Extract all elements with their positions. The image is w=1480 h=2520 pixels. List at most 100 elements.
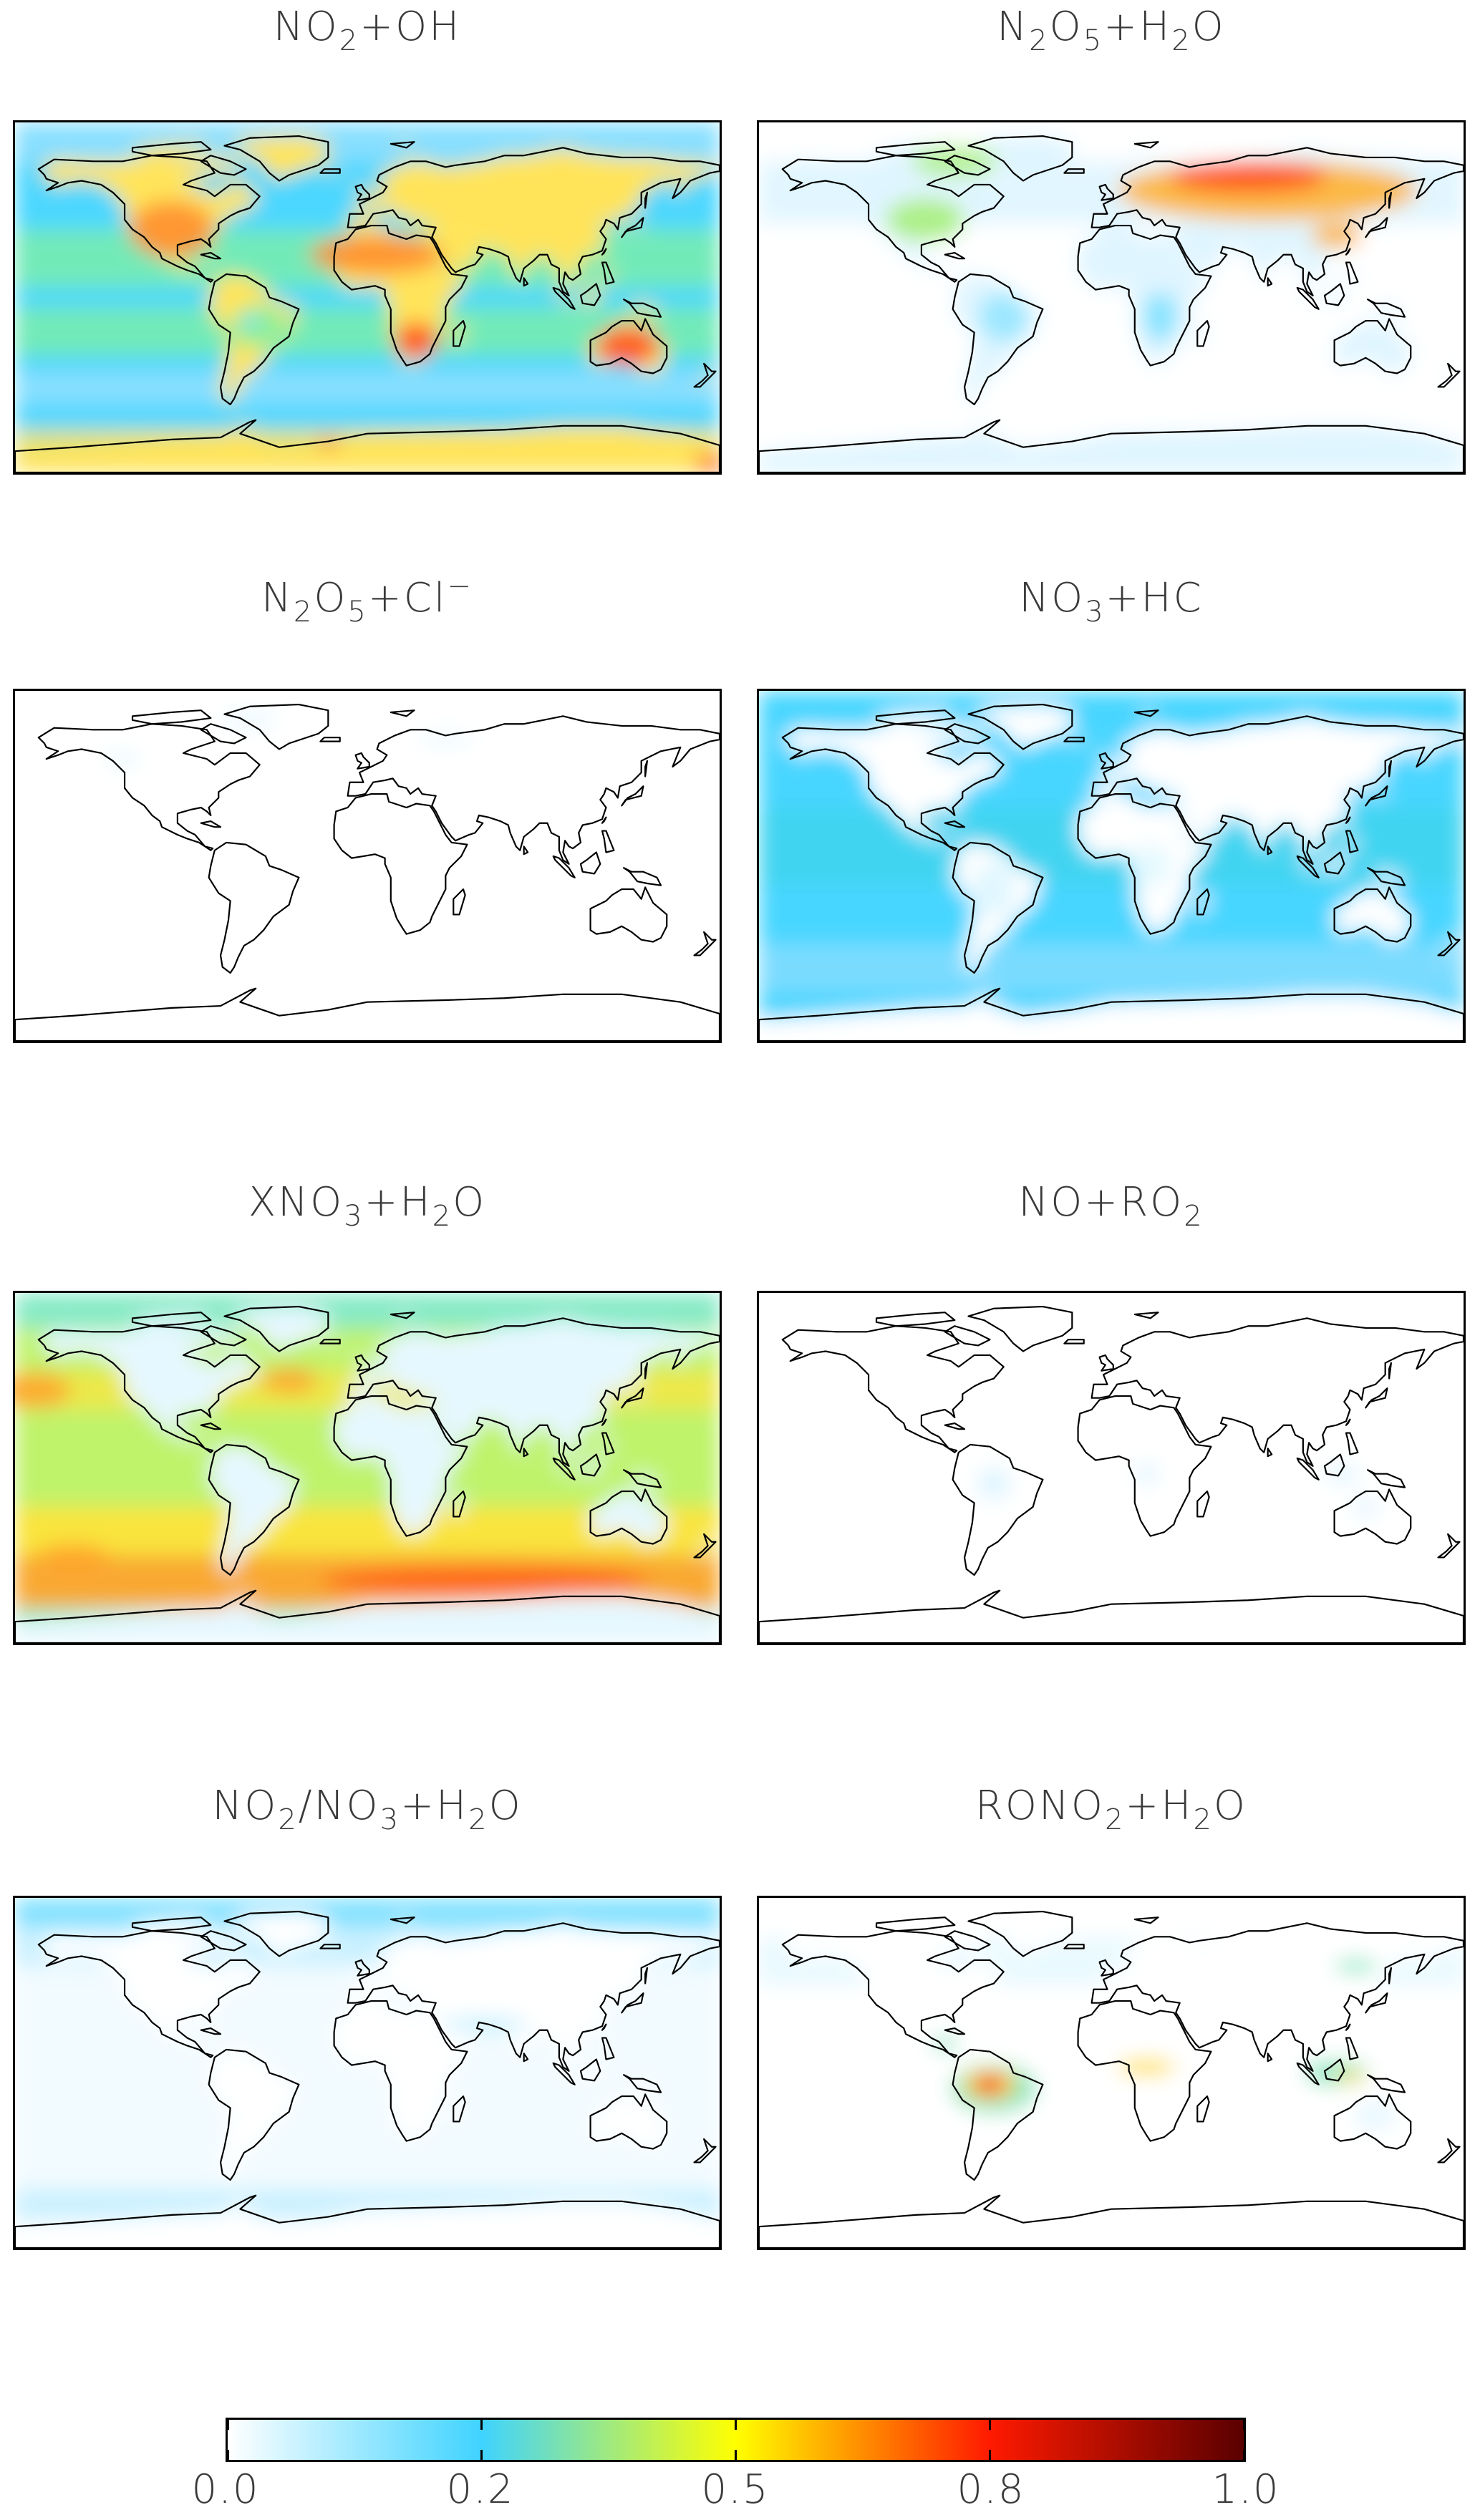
landmass-baffin xyxy=(200,723,247,745)
landmass-srilanka xyxy=(1267,1448,1273,1458)
landmass-samerica xyxy=(952,2048,1044,2181)
field-patch xyxy=(231,305,289,348)
field-patch xyxy=(129,200,215,258)
landmass-cuba xyxy=(200,251,222,260)
landmass-greenland xyxy=(223,1910,329,1957)
field-layer xyxy=(759,1293,1464,1643)
landmass-africa xyxy=(333,793,468,935)
colorbar-tick-2-bottom xyxy=(735,2450,737,2460)
landmass-borneo xyxy=(1323,1453,1345,1477)
landmass-samerica xyxy=(208,1444,299,1575)
landmass-japan xyxy=(1365,217,1388,238)
landmass-antarctica xyxy=(15,420,720,472)
landmass-sumatra xyxy=(553,856,575,878)
landmass-sakhalin xyxy=(644,191,649,209)
landmass-antarctica xyxy=(15,419,720,472)
panel-title-8: RONO2+H2O xyxy=(975,1783,1247,1836)
landmass-eurasia xyxy=(1090,1922,1464,2072)
landmass-svalbard xyxy=(1133,141,1159,149)
landmass-eurasia xyxy=(1090,1317,1464,1467)
landmass-eurasia xyxy=(347,1318,720,1466)
landmass-sakhalin xyxy=(1388,191,1393,209)
landmass-japan xyxy=(1365,1992,1388,2014)
landmass-svalbard xyxy=(390,1312,415,1319)
landmass-svalbard xyxy=(390,710,415,717)
landmass-svalbard xyxy=(390,141,415,149)
landmass-madagascar xyxy=(1197,321,1209,346)
landmass-borneo xyxy=(580,284,601,306)
landmass-canada_isles xyxy=(875,141,956,157)
landmass-australia xyxy=(590,2094,667,2149)
landmass-iceland xyxy=(320,169,340,173)
landmass-madagascar xyxy=(453,2096,465,2122)
field-patch xyxy=(1118,2058,1175,2076)
landmass-iceland xyxy=(319,737,341,742)
field-patch xyxy=(38,1544,110,1566)
landmass-philippines xyxy=(602,2037,614,2060)
landmass-nz xyxy=(1437,1533,1461,1559)
landmass-borneo xyxy=(580,1454,601,1476)
landmass-borneo xyxy=(1324,284,1345,306)
landmass-greenland xyxy=(223,1305,329,1352)
landmass-svalbard xyxy=(1133,709,1159,717)
field-patch xyxy=(427,226,484,252)
landmass-australia xyxy=(589,2093,668,2150)
landmass-australia xyxy=(590,1489,667,1544)
landmass-greenland xyxy=(224,136,329,181)
landmass-iceland xyxy=(320,1944,340,1949)
landmass-baffin xyxy=(944,723,991,745)
field-patch xyxy=(974,861,1014,918)
landmass-eurasia xyxy=(347,1317,720,1467)
landmass-nz xyxy=(693,2138,717,2163)
landmass-baffin xyxy=(200,155,246,175)
landmass-madagascar xyxy=(1196,2095,1210,2123)
landmass-namerica xyxy=(782,724,1004,850)
landmass-sumatra xyxy=(1297,1458,1319,1480)
landmass-madagascar xyxy=(1196,1491,1210,1518)
landmass-antarctica xyxy=(759,987,1464,1041)
map-panel-3 xyxy=(13,689,722,1043)
landmass-eurasia xyxy=(1090,715,1464,865)
field-patch xyxy=(1128,844,1172,888)
landmass-uk xyxy=(1098,183,1114,201)
landmass-iceland xyxy=(1064,169,1084,173)
landmass-uk xyxy=(1099,1354,1113,1371)
landmass-madagascar xyxy=(453,320,466,347)
landmass-samerica xyxy=(208,2048,300,2181)
panel-title-2: N2O5+H2O xyxy=(997,4,1226,57)
landmass-iceland xyxy=(1064,1339,1084,1344)
landmass-baffin xyxy=(200,1930,247,1952)
panel-title-4: NO3+HC xyxy=(1019,575,1204,629)
landmass-iceland xyxy=(1064,1944,1084,1949)
landmass-svalbard xyxy=(390,709,415,717)
landmass-uk xyxy=(355,1354,369,1371)
landmass-uk xyxy=(354,183,370,201)
landmass-taiwan xyxy=(601,2023,607,2031)
landmass-australia xyxy=(1334,887,1411,942)
field-patch xyxy=(1326,1465,1358,1483)
landmass-sakhalin xyxy=(644,1362,649,1380)
field-layer xyxy=(759,122,1464,472)
landmass-sakhalin xyxy=(644,1967,649,1984)
map-field-svg xyxy=(15,122,720,472)
landmass-philippines xyxy=(1345,2037,1359,2060)
landmass-greenland xyxy=(968,704,1073,750)
landmass-sumatra xyxy=(1297,856,1319,878)
field-patch xyxy=(317,439,339,448)
landmass-srilanka xyxy=(523,1448,529,1458)
landmass-canada_isles xyxy=(875,1916,956,1932)
landmass-greenland xyxy=(223,703,329,750)
field-patch xyxy=(694,455,720,470)
landmass-eurasia xyxy=(1091,1318,1464,1466)
landmass-samerica xyxy=(208,273,300,406)
map-field-svg xyxy=(759,691,1464,1041)
landmass-eurasia xyxy=(347,147,720,296)
field-patch xyxy=(1334,1959,1378,1973)
field-patch xyxy=(221,711,279,729)
landmass-antarctica xyxy=(15,1589,720,1643)
landmass-africa xyxy=(1077,793,1212,935)
colorbar-tick-4-bottom xyxy=(1242,2450,1245,2460)
landmass-africa xyxy=(1077,224,1212,367)
field-patch xyxy=(1170,161,1327,193)
landmass-africa xyxy=(333,2000,468,2142)
